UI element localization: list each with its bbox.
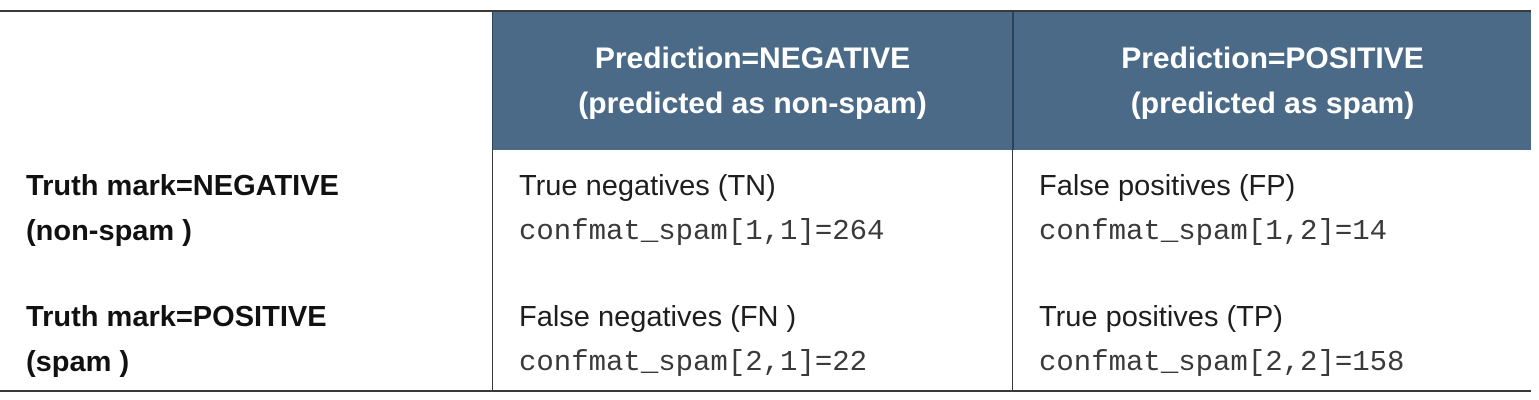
- row-label-truth-negative-line1: Truth mark=NEGATIVE: [26, 170, 339, 202]
- cell-false-positives-code: confmat_spam[1,2]=14: [1039, 215, 1388, 248]
- header-prediction-negative-line2: (predicted as non-spam): [578, 87, 927, 120]
- header-empty-cell: [0, 12, 492, 150]
- cell-true-positives: True positives (TP) confmat_spam[2,2]=15…: [1012, 267, 1531, 392]
- table-row-truth-negative: Truth mark=NEGATIVE (non-spam ) True neg…: [0, 150, 1531, 267]
- row-label-truth-negative-line2: (non-spam ): [26, 215, 192, 247]
- cell-true-negatives-label: True negatives (TN): [519, 170, 776, 202]
- row-label-truth-negative: Truth mark=NEGATIVE (non-spam ): [0, 150, 492, 267]
- header-prediction-positive-line2: (predicted as spam): [1130, 87, 1415, 120]
- cell-false-negatives: False negatives (FN ) confmat_spam[2,1]=…: [492, 267, 1012, 392]
- cell-true-negatives: True negatives (TN) confmat_spam[1,1]=26…: [492, 150, 1012, 267]
- row-label-truth-positive-line1: Truth mark=POSITIVE: [26, 301, 327, 333]
- cell-false-positives-label: False positives (FP): [1039, 170, 1296, 202]
- cell-false-positives: False positives (FP) confmat_spam[1,2]=1…: [1012, 150, 1531, 267]
- row-label-truth-positive-line2: (spam ): [26, 346, 130, 378]
- table-header-row: Prediction=NEGATIVE (predicted as non-sp…: [0, 12, 1531, 150]
- header-prediction-positive: Prediction=POSITIVE (predicted as spam): [1012, 12, 1531, 150]
- cell-false-negatives-label: False negatives (FN ): [519, 301, 797, 333]
- row-label-truth-positive: Truth mark=POSITIVE (spam ): [0, 267, 492, 392]
- cell-true-negatives-code: confmat_spam[1,1]=264: [519, 215, 885, 248]
- header-prediction-negative-line1: Prediction=NEGATIVE: [594, 42, 911, 75]
- cell-false-negatives-code: confmat_spam[2,1]=22: [519, 346, 868, 379]
- confusion-matrix-table: Prediction=NEGATIVE (predicted as non-sp…: [0, 10, 1531, 392]
- cell-true-positives-label: True positives (TP): [1039, 301, 1283, 333]
- table-row-truth-positive: Truth mark=POSITIVE (spam ) False negati…: [0, 267, 1531, 392]
- header-prediction-negative: Prediction=NEGATIVE (predicted as non-sp…: [492, 12, 1012, 150]
- header-prediction-positive-line1: Prediction=POSITIVE: [1121, 42, 1424, 75]
- cell-true-positives-code: confmat_spam[2,2]=158: [1039, 346, 1405, 379]
